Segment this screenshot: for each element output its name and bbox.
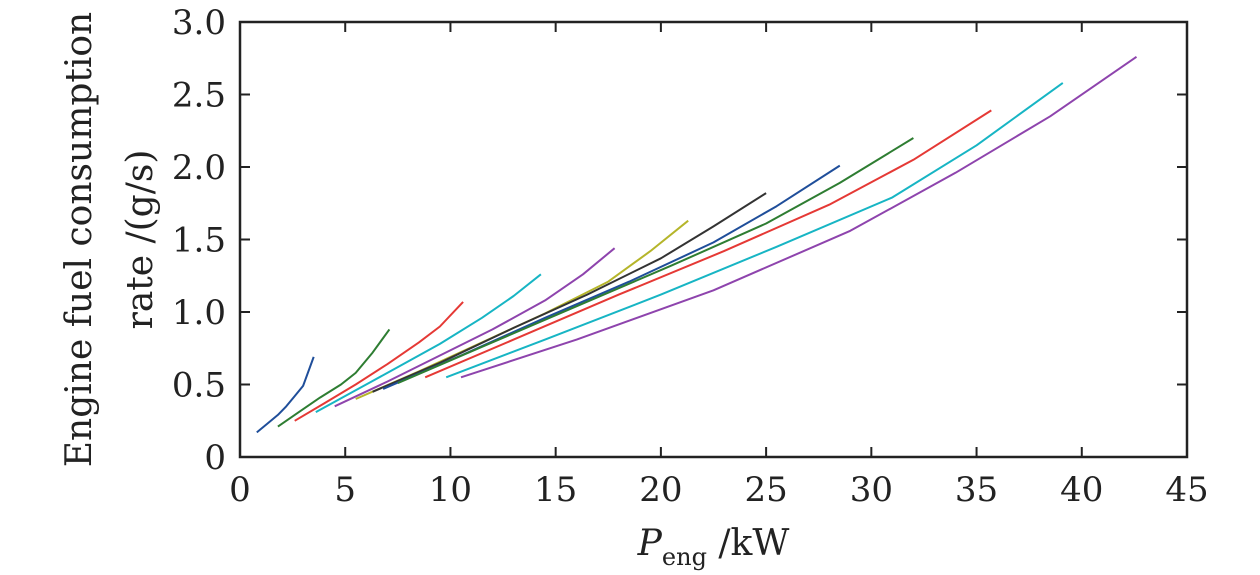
series-layer	[256, 55, 1138, 434]
series-line-2	[277, 328, 391, 428]
series-line-1	[256, 356, 315, 434]
x-tick-label: 5	[334, 470, 356, 510]
series-line-5	[334, 247, 616, 408]
series-line-10	[424, 109, 992, 379]
y-axis-label-line-2: rate /(g/s)	[120, 150, 161, 330]
x-axis-label-unit: /kW	[707, 523, 789, 564]
y-tick-label: 2.5	[172, 76, 226, 116]
series-line-11	[445, 82, 1064, 379]
x-tick-label: 45	[1165, 470, 1208, 510]
y-axis-label-line-1: Engine fuel consumption	[59, 12, 100, 467]
series-line-12	[460, 55, 1138, 379]
series-line-9	[397, 137, 914, 385]
y-tick-label: 3.0	[172, 3, 226, 43]
x-tick-label: 10	[429, 470, 472, 510]
x-tick-label: 25	[744, 470, 787, 510]
tick-labels-layer: 0 5 10 15 20 25 30 35 40 45 0 0.5 1.0 1.5 2.0 2.5 3.0	[172, 3, 1209, 510]
x-tick-label: 30	[850, 470, 893, 510]
x-tick-label: 35	[955, 470, 998, 510]
y-tick-label: 0	[204, 438, 226, 478]
x-tick-label: 40	[1060, 470, 1103, 510]
x-axis-label-subscript: eng	[662, 543, 707, 571]
series-line-4	[315, 273, 542, 413]
x-tick-label: 15	[534, 470, 577, 510]
x-axis-label: Peng /kW	[637, 523, 790, 571]
x-axis-label-symbol: P	[637, 523, 663, 564]
y-tick-label: 2.0	[172, 148, 226, 188]
y-tick-label: 1.5	[172, 221, 226, 261]
ticks-layer	[239, 21, 1188, 458]
y-tick-label: 0.5	[172, 366, 226, 406]
x-tick-label: 0	[229, 470, 251, 510]
x-tick-label: 20	[639, 470, 682, 510]
y-tick-label: 1.0	[172, 293, 226, 333]
plot-area-frame	[238, 20, 1189, 459]
series-line-3	[294, 301, 464, 422]
series-line-7	[372, 192, 767, 393]
